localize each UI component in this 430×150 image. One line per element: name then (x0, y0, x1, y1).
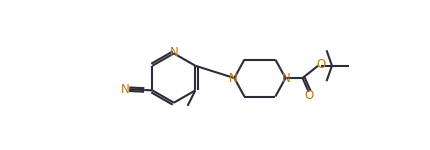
Text: N: N (121, 83, 130, 96)
Text: N: N (169, 46, 178, 59)
Text: O: O (316, 58, 326, 71)
Text: N: N (282, 72, 291, 85)
Text: N: N (229, 72, 238, 85)
Text: O: O (304, 89, 313, 102)
